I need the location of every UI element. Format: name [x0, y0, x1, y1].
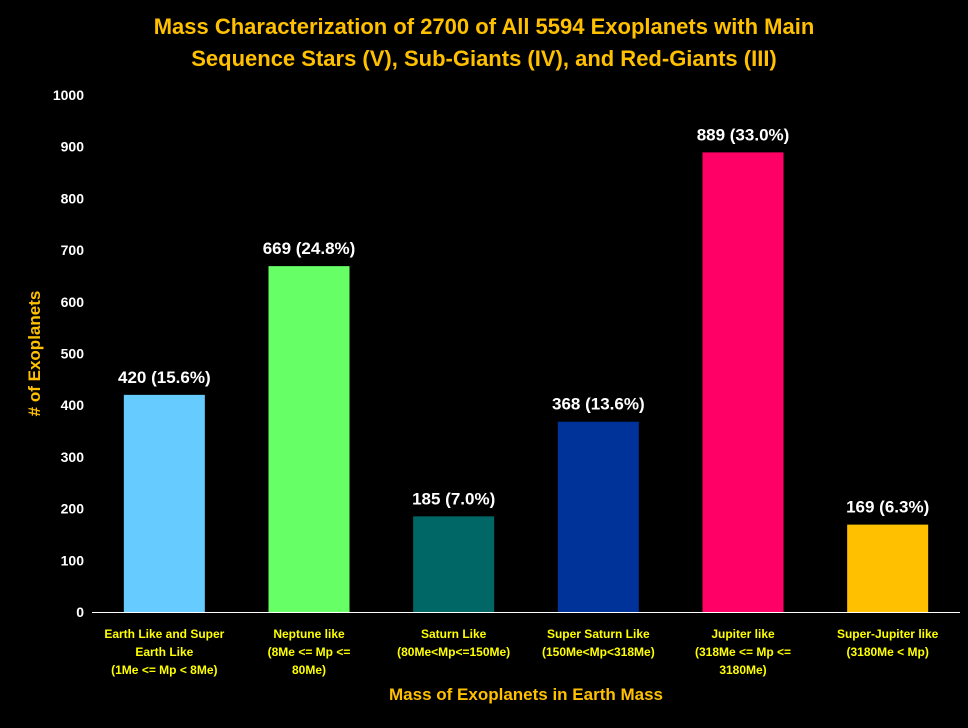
- y-axis: 0 100 200 300 400 500 600 700 800 900 1000: [53, 87, 84, 620]
- x-tick-label: Super Saturn Like (150Me<Mp<318Me): [542, 627, 655, 659]
- data-label: 368 (13.6%): [552, 395, 645, 414]
- y-tick-label: 800: [61, 190, 85, 206]
- bar: [702, 152, 784, 612]
- bar: [557, 421, 639, 612]
- bar: [123, 394, 205, 612]
- y-tick-label: 1000: [53, 87, 84, 103]
- x-axis-title: Mass of Exoplanets in Earth Mass: [389, 685, 663, 704]
- y-tick-label: 600: [61, 294, 85, 310]
- data-label: 420 (15.6%): [118, 368, 211, 387]
- y-tick-label: 900: [61, 139, 85, 155]
- bar: [847, 524, 929, 612]
- y-axis-title: # of Exoplanets: [25, 291, 44, 417]
- y-tick-label: 200: [61, 501, 85, 517]
- y-tick-label: 300: [61, 449, 85, 465]
- y-tick-label: 100: [61, 552, 85, 568]
- x-tick-label: Saturn Like (80Me<Mp<=150Me): [397, 627, 510, 659]
- bar: [268, 266, 350, 612]
- chart-title-line: Mass Characterization of 2700 of All 559…: [154, 14, 815, 39]
- y-tick-label: 0: [76, 604, 84, 620]
- x-tick-label: Earth Like and Super Earth Like (1Me <= Mp…: [104, 627, 224, 677]
- chart-title-line: Sequence Stars (V), Sub-Giants (IV), and…: [191, 46, 777, 71]
- y-tick-label: 500: [61, 346, 85, 362]
- data-label: 889 (33.0%): [697, 125, 790, 144]
- bar: [413, 516, 495, 612]
- data-label: 669 (24.8%): [263, 239, 356, 258]
- x-tick-label: Super-Jupiter like (3180Me < Mp): [837, 627, 939, 659]
- chart-title: Mass Characterization of 2700 of All 559…: [154, 14, 815, 71]
- data-label: 169 (6.3%): [846, 498, 929, 517]
- y-tick-label: 400: [61, 397, 85, 413]
- data-label: 185 (7.0%): [412, 489, 495, 508]
- bars-group: [123, 152, 929, 612]
- y-tick-label: 700: [61, 242, 85, 258]
- data-labels-group: 420 (15.6%) 669 (24.8%) 185 (7.0%) 368 (13.…: [118, 125, 929, 516]
- x-axis-categories: Earth Like and Super Earth Like (1Me <= Mp…: [104, 627, 938, 677]
- x-tick-label: Neptune like (8Me <= Mp <= 80Me): [268, 627, 351, 677]
- x-tick-label: Jupiter like (318Me <= Mp <= 3180Me): [695, 627, 791, 677]
